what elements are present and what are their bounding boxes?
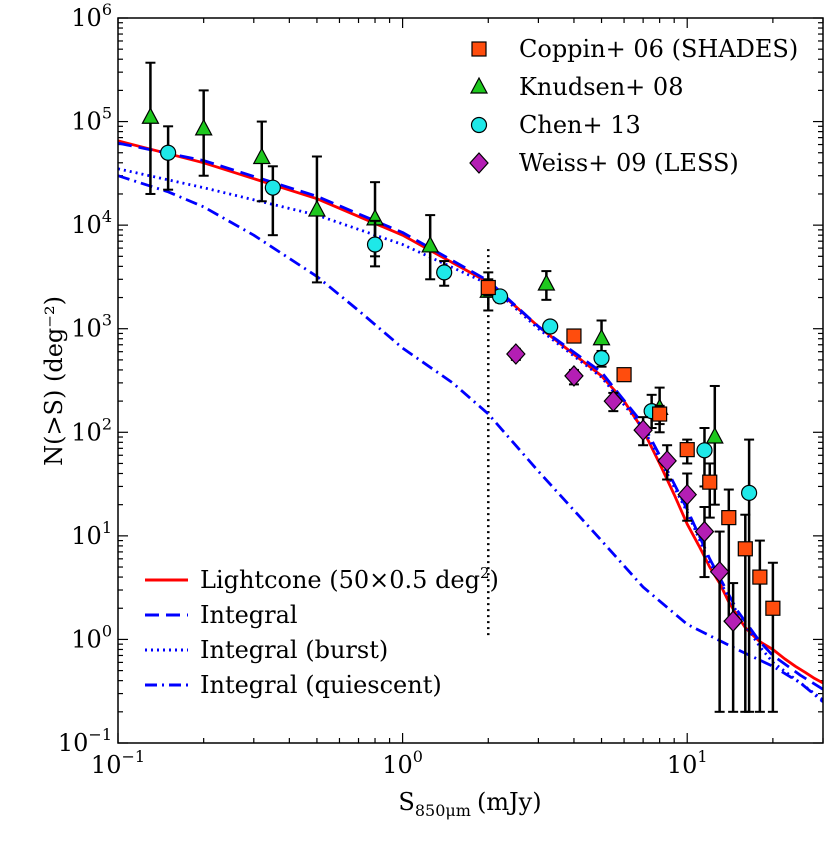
y-tick-label: 101 (71, 518, 112, 550)
point-knudsen-08 (194, 118, 213, 136)
legend-bottom: Lightcone (50×0.5 deg2) Integral Integral … (145, 564, 499, 699)
point-knudsen-08 (421, 235, 440, 253)
data-points (141, 61, 781, 713)
point-chen-13 (436, 264, 453, 281)
y-tick-label: 10−1 (58, 725, 112, 757)
legend-label: Integral (burst) (200, 636, 388, 664)
point-chen-13 (366, 236, 384, 253)
point-chen-13 (593, 350, 610, 367)
point-knudsen-08 (307, 199, 326, 217)
point-knudsen-08 (705, 426, 724, 444)
legend-marker-triangle (470, 76, 488, 94)
legend-label: Integral (200, 601, 298, 629)
point-weiss-09-less (677, 483, 698, 506)
legend-label: Lightcone (50×0.5 deg2) (200, 564, 499, 594)
point-coppin-06-shades (702, 474, 718, 490)
point-weiss-09-less (694, 520, 715, 543)
point-coppin-06-shades (752, 569, 768, 585)
point-coppin-06-shades (737, 541, 753, 557)
curve-dotted (118, 167, 823, 702)
point-coppin-06-shades (765, 600, 781, 616)
point-coppin-06-shades (721, 510, 737, 526)
legend-marker-square (471, 41, 487, 57)
x-tick-label: 100 (382, 747, 423, 779)
legend-label: Knudsen+ 08 (519, 73, 683, 101)
point-knudsen-08 (252, 147, 271, 165)
axis-ticks (117, 17, 824, 744)
legend-marker-circle (470, 116, 488, 134)
y-tick-label: 104 (71, 207, 112, 239)
point-chen-13 (491, 288, 509, 305)
tick-labels: 10−1 100 101 10−1 100 101 102 103 104 105 106 (58, 0, 708, 779)
point-weiss-09-less (603, 390, 624, 413)
point-coppin-06-shades (480, 279, 496, 296)
point-weiss-09-less (633, 419, 653, 441)
y-tick-label: 100 (71, 621, 112, 653)
legend-label: Weiss+ 09 (LESS) (519, 149, 739, 177)
legend-label: Integral (quiescent) (200, 671, 442, 699)
x-tick-label: 10−1 (91, 747, 145, 779)
point-chen-13 (264, 179, 281, 196)
point-coppin-06-shades (566, 328, 582, 344)
point-chen-13 (696, 442, 713, 459)
point-coppin-06-shades (616, 367, 632, 383)
point-weiss-09-less (657, 449, 677, 472)
point-weiss-09-less (709, 560, 730, 583)
point-weiss-09-less (723, 610, 743, 633)
point-coppin-06-shades (679, 442, 695, 458)
plot-frame (117, 17, 824, 744)
legend-marker-diamond (469, 152, 489, 174)
point-knudsen-08 (592, 328, 611, 346)
x-tick-label: 101 (667, 747, 708, 779)
y-tick-label: 105 (71, 104, 112, 136)
point-coppin-06-shades (652, 406, 668, 422)
y-tick-label: 106 (71, 0, 112, 32)
point-weiss-09-less (506, 343, 526, 365)
point-knudsen-08 (141, 107, 160, 124)
x-axis-title: S850μm (mJy) (398, 788, 541, 820)
y-tick-label: 103 (71, 311, 112, 343)
y-axis-title: N(>S) (deg⁻²) (40, 296, 68, 466)
legend-label: Chen+ 13 (519, 111, 641, 139)
point-chen-13 (741, 484, 758, 501)
point-weiss-09-less (564, 365, 584, 387)
curve-dashed (118, 141, 823, 691)
y-tick-label: 102 (71, 414, 112, 446)
legend-top: Coppin+ 06 (SHADES) Knudsen+ 08 Chen+ 13 We… (469, 35, 798, 177)
point-chen-13 (160, 144, 177, 161)
point-chen-13 (542, 318, 559, 335)
legend-label: Coppin+ 06 (SHADES) (519, 35, 798, 63)
point-knudsen-08 (537, 273, 556, 291)
